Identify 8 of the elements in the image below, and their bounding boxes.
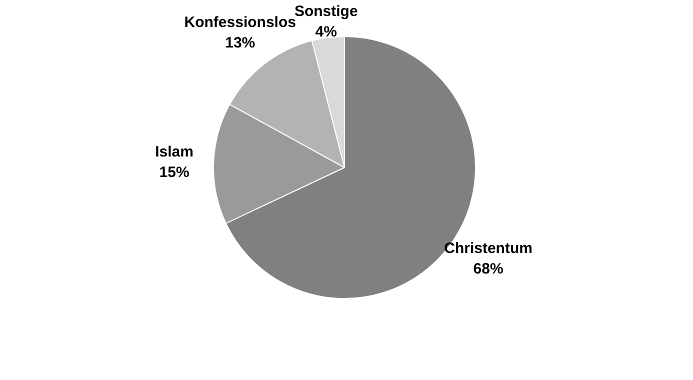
data-label: 4% <box>315 24 337 41</box>
slice-label: Christentum <box>444 240 532 258</box>
slice-label: Sonstige <box>294 3 358 20</box>
slice-label: Islam <box>155 143 194 160</box>
slice-label: Konfessionslos <box>184 14 296 32</box>
data-label: 13% <box>225 34 256 52</box>
data-label: 15% <box>159 164 190 181</box>
data-label: 68% <box>473 260 504 278</box>
